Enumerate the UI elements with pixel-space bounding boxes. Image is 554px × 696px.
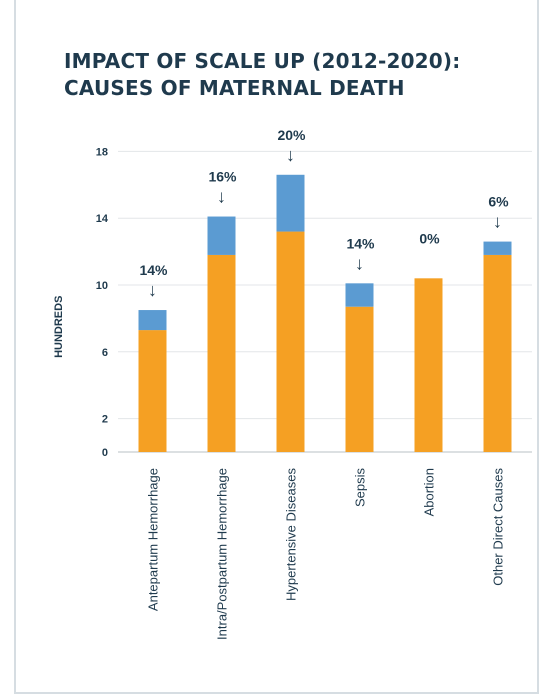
y-tick-label: 10 xyxy=(96,280,108,292)
down-arrow-icon: ↓ xyxy=(355,253,364,273)
x-tick-label: Other Direct Causes xyxy=(491,468,506,586)
y-tick-label: 14 xyxy=(96,213,109,225)
x-tick-label: Abortion xyxy=(422,468,437,516)
bar-segment xyxy=(207,254,236,452)
y-axis-label: HUNDREDS xyxy=(53,296,65,358)
bar-segment xyxy=(483,241,512,255)
y-tick-label: 6 xyxy=(102,347,108,359)
bar-segment xyxy=(483,254,512,452)
bar-annotation: 6% xyxy=(488,194,509,210)
bar-segment xyxy=(138,330,167,452)
chart-title: IMPACT OF SCALE UP (2012-2020): CAUSES O… xyxy=(64,48,460,102)
bar-segment xyxy=(138,310,167,331)
bar-segment xyxy=(345,306,374,452)
bar-segment xyxy=(345,283,374,307)
x-tick-label: Sepsis xyxy=(353,468,368,508)
bar-annotation: 14% xyxy=(139,262,168,278)
y-tick-label: 18 xyxy=(96,146,108,158)
y-tick-label: 2 xyxy=(102,414,108,426)
bar-segment xyxy=(276,231,305,452)
bar-annotation: 20% xyxy=(277,127,306,143)
down-arrow-icon: ↓ xyxy=(493,212,502,232)
bar-annotation: 0% xyxy=(419,230,440,246)
down-arrow-icon: ↓ xyxy=(148,280,157,300)
bar-annotation: 16% xyxy=(208,169,237,185)
bar-segment xyxy=(276,174,305,232)
down-arrow-icon: ↓ xyxy=(217,187,226,207)
bar-segment xyxy=(207,216,236,255)
y-tick-label: 0 xyxy=(102,447,108,459)
bar-segment xyxy=(414,278,443,452)
x-tick-label: Intra/Postpartum Hemorrhage xyxy=(215,468,230,640)
chart-title-line-1: IMPACT OF SCALE UP (2012-2020): xyxy=(64,49,461,73)
bar-annotation: 14% xyxy=(346,235,375,251)
chart-title-line-2: CAUSES OF MATERNAL DEATH xyxy=(64,76,405,100)
x-tick-label: Hypertensive Diseases xyxy=(284,468,299,601)
down-arrow-icon: ↓ xyxy=(286,145,295,165)
x-tick-label: Antepartum Hemorrhage xyxy=(146,468,161,611)
